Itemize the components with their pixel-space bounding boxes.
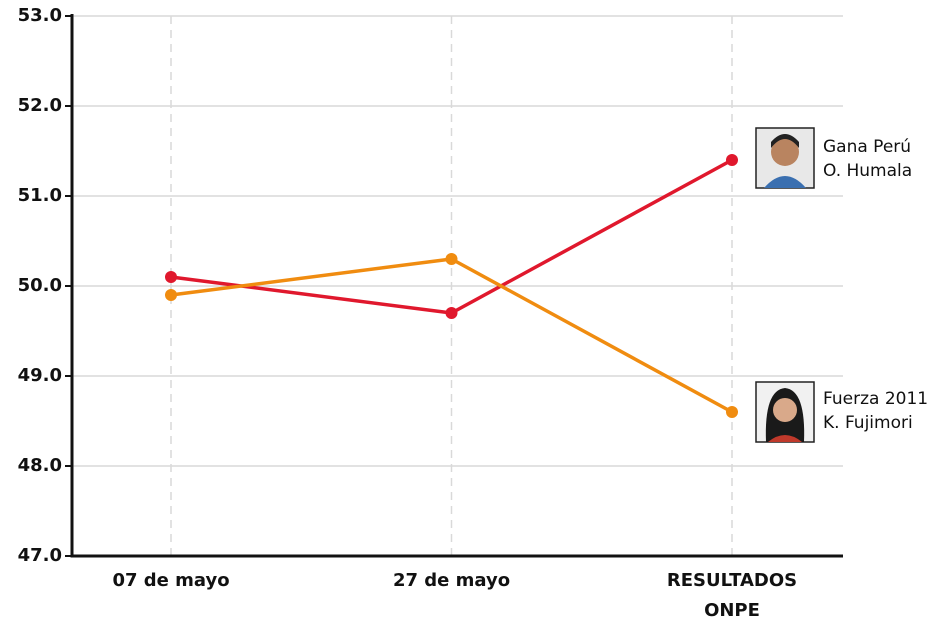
y-tick-label: 53.0 <box>18 5 62 26</box>
y-tick-label: 50.0 <box>18 275 62 296</box>
photo-fujimori <box>756 382 814 442</box>
series-point <box>726 154 738 166</box>
y-tick-label: 48.0 <box>18 455 62 476</box>
y-tick-label: 52.0 <box>18 95 62 116</box>
chart-page: 47.0 48.0 49.0 50.0 51.0 52.0 53.0 Gana Perú O. … <box>0 0 949 631</box>
legend-label: Fuerza 2011 <box>823 389 928 409</box>
legend-label: Gana Perú <box>823 137 911 157</box>
chart: 47.0 48.0 49.0 50.0 51.0 52.0 53.0 Gana Perú O. … <box>0 0 949 631</box>
series-point <box>165 271 177 283</box>
x-tick-label: RESULTADOS ONPE <box>662 566 802 626</box>
series-line <box>171 160 732 313</box>
y-tick-label: 51.0 <box>18 185 62 206</box>
legend-sublabel: O. Humala <box>823 161 912 181</box>
y-tick-label: 49.0 <box>18 365 62 386</box>
series-point <box>446 253 458 265</box>
series-point <box>165 289 177 301</box>
series-point <box>446 307 458 319</box>
series-line <box>171 259 732 412</box>
x-tick-label: 07 de mayo <box>101 566 241 596</box>
series-point <box>726 406 738 418</box>
photo-humala <box>756 128 814 188</box>
y-tick-label: 47.0 <box>18 545 62 566</box>
legend-sublabel: K. Fujimori <box>823 413 913 433</box>
x-tick-label: 27 de mayo <box>382 566 522 596</box>
